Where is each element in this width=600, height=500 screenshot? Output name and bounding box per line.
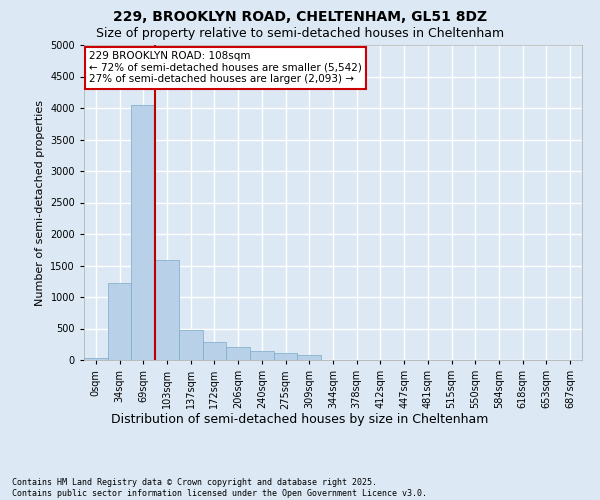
Bar <box>250 351 274 360</box>
Bar <box>274 354 298 360</box>
Bar <box>155 260 179 360</box>
Bar <box>226 347 250 360</box>
Text: 229 BROOKLYN ROAD: 108sqm
← 72% of semi-detached houses are smaller (5,542)
27% : 229 BROOKLYN ROAD: 108sqm ← 72% of semi-… <box>89 52 362 84</box>
Bar <box>84 358 108 360</box>
Bar <box>203 342 226 360</box>
Bar <box>298 355 321 360</box>
Bar <box>108 282 131 360</box>
Text: Distribution of semi-detached houses by size in Cheltenham: Distribution of semi-detached houses by … <box>112 412 488 426</box>
Text: Size of property relative to semi-detached houses in Cheltenham: Size of property relative to semi-detach… <box>96 28 504 40</box>
Bar <box>179 330 203 360</box>
Y-axis label: Number of semi-detached properties: Number of semi-detached properties <box>35 100 44 306</box>
Text: 229, BROOKLYN ROAD, CHELTENHAM, GL51 8DZ: 229, BROOKLYN ROAD, CHELTENHAM, GL51 8DZ <box>113 10 487 24</box>
Bar <box>131 105 155 360</box>
Text: Contains HM Land Registry data © Crown copyright and database right 2025.
Contai: Contains HM Land Registry data © Crown c… <box>12 478 427 498</box>
